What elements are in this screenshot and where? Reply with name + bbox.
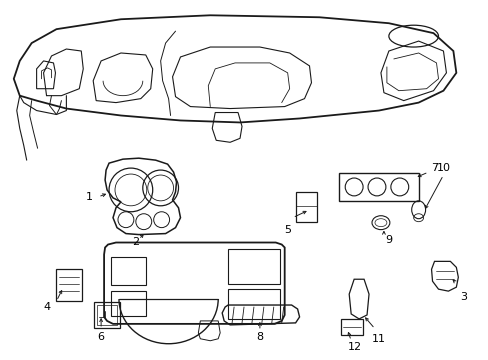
Bar [97, 305, 117, 325]
Bar [228, 249, 279, 284]
Text: 10: 10 [436, 163, 449, 173]
Text: 7: 7 [430, 163, 437, 173]
Bar [111, 291, 145, 316]
Text: 2: 2 [132, 237, 139, 247]
Text: 6: 6 [98, 332, 104, 342]
Text: 3: 3 [459, 292, 466, 302]
Text: 11: 11 [371, 334, 385, 344]
Text: 9: 9 [385, 234, 392, 244]
Bar [111, 257, 145, 285]
Bar [295, 192, 317, 222]
Text: 4: 4 [43, 302, 50, 312]
Bar [56, 269, 82, 301]
Text: 12: 12 [347, 342, 362, 352]
Text: 8: 8 [256, 332, 263, 342]
Bar [339, 173, 418, 201]
Bar [228, 289, 279, 319]
Text: 1: 1 [85, 192, 93, 202]
Text: 5: 5 [284, 225, 290, 235]
Bar [94, 302, 120, 328]
Bar [341, 319, 362, 335]
